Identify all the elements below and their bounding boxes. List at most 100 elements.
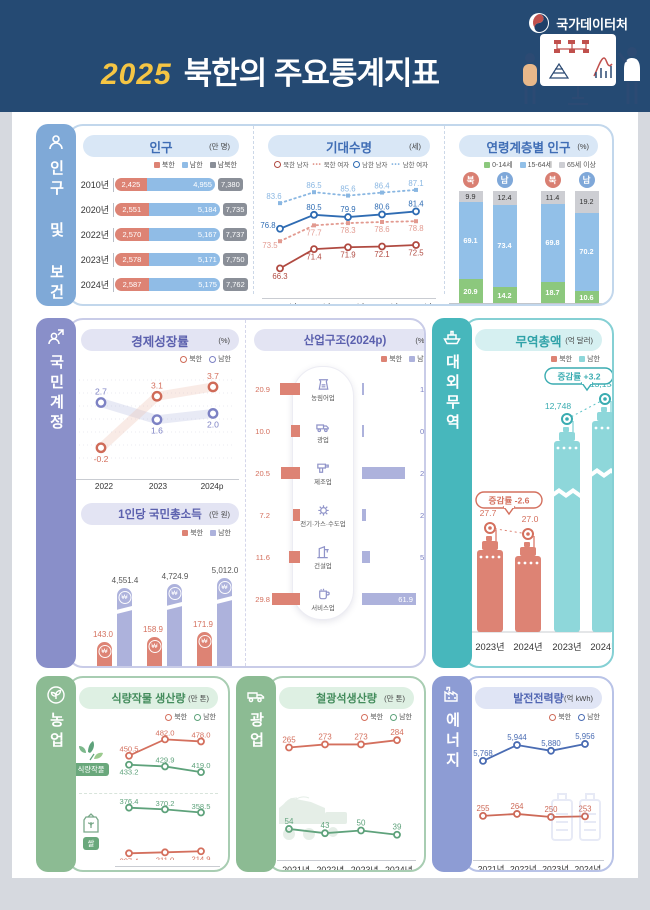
svg-text:27.0: 27.0 [522,514,539,524]
svg-text:255: 255 [476,804,490,813]
chart-title: 무역총액 [515,334,562,349]
gni-bars: ₩₩143.04,551.42022₩₩158.94,724.92023₩₩17… [77,540,238,666]
agency-logo: 국가데이터처 [528,12,628,34]
chart-unit: (세) [409,141,421,151]
svg-text:71.4: 71.4 [306,253,322,262]
svg-text:78.3: 78.3 [340,226,355,235]
population-row: 2023년 2,578 5,171 7,750 [73,247,249,272]
industry-row: 7.22.6 [259,509,425,521]
svg-text:77.7: 77.7 [306,228,321,237]
age-bar: 북 18.7 69.8 11.4 [540,172,565,303]
svg-text:429.9: 429.9 [155,755,174,764]
crane-icon [316,545,329,558]
population-row: 2020년 2,551 5,184 7,735 [73,197,249,222]
section-label: 대외무역 [443,354,461,434]
x-axis-labels: 2021년 2022년 2023년 2024년 [473,860,604,870]
svg-text:5,944: 5,944 [507,733,527,742]
svg-text:265: 265 [282,736,296,745]
svg-text:증감률 +3.2: 증감률 +3.2 [557,371,600,382]
industry-row: 20.528.7 [255,467,425,479]
industry-center-pill: 농림어업 광업 제조업 전기·가스·수도업 건설업 서비스업 [292,366,354,620]
rice-icon-group: 쌀 [69,811,113,850]
agriculture-panel: 식량작물 생산량 (만 톤) 북한 남한 식량작물 450.5 482.0 478.… [67,676,230,872]
svg-text:207.4: 207.4 [119,856,138,860]
population-bars: 2010년 2,425 4,955 7,380 2020년 2,551 5,184 7,735… [73,172,249,297]
sidebar-tab-agriculture: 농업 [36,676,76,872]
svg-text:78.8: 78.8 [408,224,423,233]
svg-text:478.0: 478.0 [191,730,210,739]
age-bar: 남 10.6 70.2 19.2 [574,172,599,303]
population-row: 2010년 2,425 4,955 7,380 [73,172,249,197]
svg-text:273: 273 [354,732,368,741]
agency-name: 국가데이터처 [556,16,628,32]
svg-text:85.6: 85.6 [340,185,355,194]
drill-icon [316,463,329,473]
svg-text:250: 250 [544,805,558,814]
svg-text:71.9: 71.9 [340,251,355,260]
chart-title: 연령계층별 인구 [486,140,571,155]
svg-text:81.4: 81.4 [408,199,424,208]
electricity-lines: 5,768 5,944 5,880 5,956 255 264 250 253 [465,724,612,859]
section-trade: 대외무역 무역총액 (억 달러) 북한 남한 27.727.012,74813,… [432,318,614,668]
legend: 0-14세 15-64세 65세 이상 [461,160,596,170]
legend: 북한 남한 [83,354,231,364]
chart-title: 발전전력량 [513,693,564,705]
industry-row: 20.91.6 [255,383,425,395]
svg-text:76.8: 76.8 [260,221,275,230]
page-title: 북한의 주요통계지표 [183,56,440,91]
svg-text:86.5: 86.5 [306,181,322,190]
svg-text:79.9: 79.9 [340,205,355,214]
svg-text:72.5: 72.5 [408,248,424,257]
population-row: 2022년 2,570 5,167 7,737 [73,222,249,247]
industry-row: 10.00.1 [255,425,425,437]
sidebar-tab-energy: 에너지 [432,676,472,872]
sidebar-tab-population-health: 인구 및 보건 [36,124,76,306]
chart-unit: (만 명) [209,141,230,151]
population-chart: 인구 (만 명) 북한 남한 남북한 2010년 2,425 4,955 7,380 2… [69,126,253,294]
iron-ore-lines: 265 273 273 284 54 43 50 39 [269,724,424,859]
section-agriculture: 농업 식량작물 생산량 (만 톤) 북한 남한 식량작물 450.5 482.0 4… [36,676,230,872]
svg-text:66.3: 66.3 [272,272,287,281]
svg-text:5,768: 5,768 [473,749,493,758]
svg-text:273: 273 [318,732,332,741]
vegetables-icon [79,741,103,761]
trade-panel: 무역총액 (억 달러) 북한 남한 27.727.012,74813,154증감… [463,318,614,668]
chart-title: 경제성장률 [131,334,189,349]
section-label: 국민계정 [47,354,65,434]
chart-title: 식량작물 생산량 [111,693,186,705]
chart-title: 1인당 국민총소득 [118,509,202,521]
growth-lines: 2.7 1.6 2.0 -0.2 3.1 3.7 [71,366,243,477]
title-year: 2025 [100,58,172,91]
svg-text:80.6: 80.6 [374,202,389,211]
svg-text:211.0: 211.0 [156,855,174,860]
svg-text:43: 43 [321,821,330,830]
life-expectancy-lines: 83.6 86.5 85.6 86.4 87.1 76.8 80.5 79.9 80.6 81.4… [258,171,440,296]
chart-unit: (만 톤) [384,693,405,703]
svg-text:5,956: 5,956 [575,732,595,741]
truck-icon [247,692,265,703]
factory-icon [444,686,458,702]
legend: 북한 남한 [281,712,412,722]
section-national-accounts: 국민계정 경제성장률 (%) 북한 남한 2.7 1.6 2.0 -0.2 3.1 3.7… [36,318,426,668]
x-axis-labels: 2010년2020년2022년2023년2024년 [262,298,436,304]
chart-title: 철광석생산량 [316,693,377,705]
legend: 북한 남자 ••• 북한 여자 남한 남자 ••• 남한 여자 [270,160,428,169]
food-crops-icon-group: 식량작물 [69,739,113,776]
svg-text:3.7: 3.7 [207,371,219,381]
svg-text:376.4: 376.4 [119,797,138,806]
svg-text:253: 253 [578,804,591,813]
population-health-panel: 인구 (만 명) 북한 남한 남북한 2010년 2,425 4,955 7,380 2… [67,124,614,306]
chart-unit: (%) [415,335,426,345]
svg-text:78.6: 78.6 [374,225,389,234]
age-structure-bars: 북 20.9 69.1 9.9 남 14.2 73.4 12.4 북 18.7 69.8 11.4 남 1… [449,172,608,304]
section-label: 에너지 [443,712,461,772]
industry-row: 29.8 61.9 [248,578,424,620]
gear-icon [317,504,329,516]
life-expectancy-chart: 기대수명 (세) 북한 남자 ••• 북한 여자 남한 남자 ••• 남한 여자 8… [253,126,444,304]
svg-text:87.1: 87.1 [408,179,423,188]
industry-row: 11.65.2 [255,551,425,563]
poster-title: 2025 북한의 주요통계지표 [0,48,540,93]
chart-unit: (%) [218,335,230,345]
section-mining: 광업 철광석생산량 (만 톤) 북한 남한 265 273 273 284 54 43 50… [236,676,426,872]
